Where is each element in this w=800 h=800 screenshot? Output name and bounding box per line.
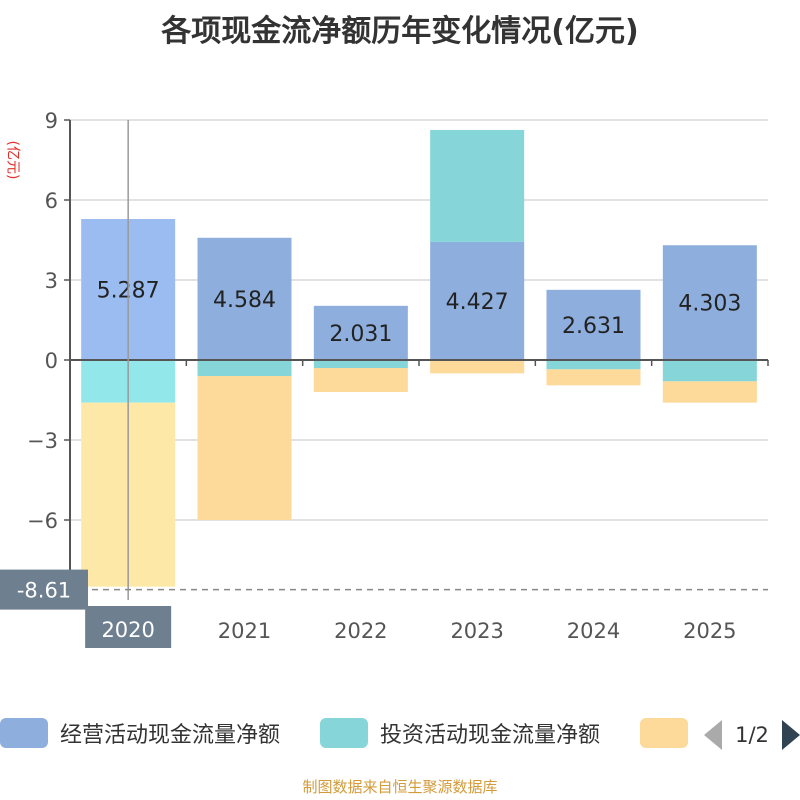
crosshair-value-box <box>0 569 88 610</box>
bar-2021-series-2 <box>197 376 292 520</box>
x-tick-label-2022: 2022 <box>334 619 387 643</box>
legend-swatch-0 <box>0 718 48 748</box>
y-tick-label: 0 <box>45 349 58 373</box>
x-tick-label-2021: 2021 <box>218 619 271 643</box>
bar-2022-series-0 <box>313 305 408 360</box>
x-tick-label-2023: 2023 <box>450 619 503 643</box>
bar-2021-series-0 <box>197 237 292 360</box>
bar-2024-series-1 <box>546 360 641 370</box>
bar-2022-series-1 <box>313 360 408 368</box>
data-label-2025: 4.303 <box>678 292 741 317</box>
x-tick-label-2024: 2024 <box>567 619 620 643</box>
bar-2024-series-0 <box>546 289 641 360</box>
legend-swatch-2 <box>640 718 688 748</box>
source-footer: 制图数据来自恒生聚源数据库 <box>302 778 498 796</box>
y-tick-label: −6 <box>27 509 58 533</box>
data-label-2024: 2.631 <box>562 314 625 339</box>
crosshair-value-label: -8.61 <box>17 579 71 603</box>
chart-title: 各项现金流净额历年变化情况(亿元) <box>161 14 639 49</box>
y-tick-label: 3 <box>45 269 58 293</box>
bar-2021-series-1 <box>197 360 292 376</box>
crosshair-category-box <box>85 606 172 648</box>
bar-2025-series-0 <box>662 245 757 360</box>
legend-label-0: 经营活动现金流量净额 <box>60 723 280 748</box>
bar-2023-series-0 <box>430 241 525 360</box>
crosshair-category-label: 2020 <box>101 618 154 642</box>
data-label-2022: 2.031 <box>329 322 392 347</box>
grid <box>70 119 768 521</box>
y-tick-label: 9 <box>45 109 58 133</box>
pager-prev-icon[interactable] <box>704 720 722 750</box>
crosshair: -8.61 2020 <box>0 120 768 648</box>
bar-2022-series-2 <box>313 368 408 392</box>
bar-2023-series-2 <box>430 360 525 374</box>
legend-swatch-1 <box>320 718 368 748</box>
y-tick-label: −3 <box>27 429 58 453</box>
x-tick-label-2025: 2025 <box>683 619 736 643</box>
pager-label: 1/2 <box>735 723 769 747</box>
legend-label-1: 投资活动现金流量净额 <box>380 723 600 748</box>
y-tick-label: 6 <box>45 189 58 213</box>
bar-2025-series-2 <box>662 381 757 403</box>
bar-2025-series-1 <box>662 360 757 382</box>
bar-2023-series-1 <box>430 129 525 242</box>
bar-2024-series-2 <box>546 369 641 386</box>
data-label-2023: 4.427 <box>446 290 509 315</box>
pager-next-icon[interactable] <box>782 720 800 750</box>
legend: 经营活动现金流量净额 投资活动现金流量净额 1/2 <box>0 718 800 750</box>
bars <box>81 129 757 587</box>
data-label-2021: 4.584 <box>213 288 276 313</box>
